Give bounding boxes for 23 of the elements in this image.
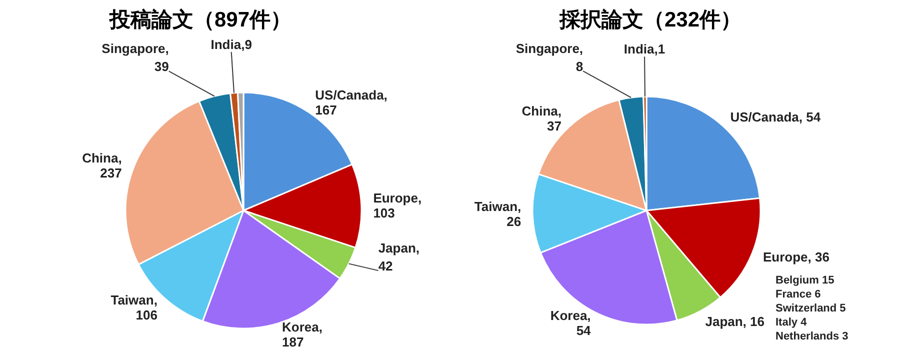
text: Switzerland 5 [776,302,846,314]
chart-title: 採択論文（232件） [558,8,742,32]
slice-label: India,1 [624,42,666,57]
text: Netherlands 3 [776,330,848,342]
slice-label: US/Canada, 54 [730,110,822,125]
slice-label: Korea, 54 [550,308,592,338]
slice-label: Taiwan, 106 [110,292,158,323]
slice-label: Singapore, 8 [516,41,584,74]
slice-label: Singapore, 39 [102,41,169,74]
slice-label: US/Canada, 167 [315,87,388,118]
slice-label: Europe, 103 [373,190,422,220]
slice-label: Japan, 42 [378,240,420,274]
slice-label: Europe, 36 [762,249,830,264]
slice-label: China, 37 [522,103,562,134]
chart-title: 投稿論文（897件） [108,8,292,32]
text: France 6 [776,288,821,300]
slice-label: Korea, 187 [282,319,322,350]
text: Belgium 15 [776,274,834,286]
slice-label: Japan, 16 [705,314,765,329]
slice-label: China, 237 [82,150,122,180]
slice-label: Taiwan, 26 [474,198,522,229]
slice-label: India,9 [210,36,252,52]
text: Italy 4 [776,316,808,328]
